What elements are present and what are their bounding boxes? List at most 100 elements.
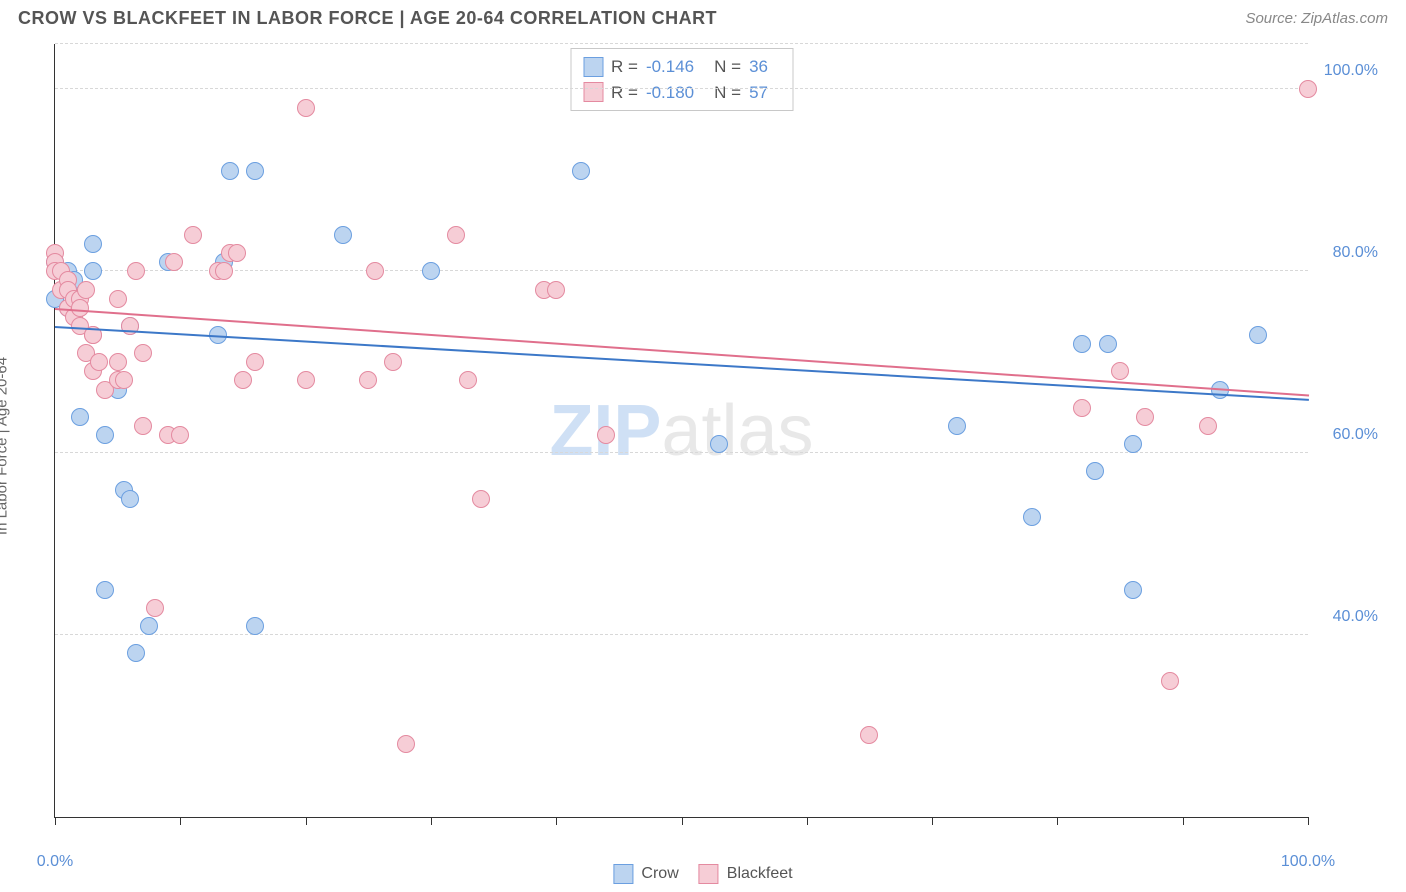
y-tick-label: 40.0%	[1314, 608, 1378, 626]
x-tick-label: 0.0%	[37, 853, 73, 871]
x-tick	[180, 817, 181, 825]
x-tick-label: 100.0%	[1281, 853, 1335, 871]
legend-swatch	[613, 864, 633, 884]
chart-header: CROW VS BLACKFEET IN LABOR FORCE | AGE 2…	[0, 0, 1406, 35]
x-tick	[1308, 817, 1309, 825]
scatter-point	[171, 426, 189, 444]
chart-title: CROW VS BLACKFEET IN LABOR FORCE | AGE 2…	[18, 8, 717, 29]
scatter-point	[397, 735, 415, 753]
scatter-point	[547, 281, 565, 299]
x-tick	[1183, 817, 1184, 825]
scatter-point	[359, 371, 377, 389]
scatter-point	[215, 262, 233, 280]
scatter-point	[146, 599, 164, 617]
scatter-point	[228, 244, 246, 262]
watermark-atlas: atlas	[661, 391, 813, 471]
correlation-legend-row: R = -0.146 N = 36	[583, 54, 780, 80]
legend-r-label: R =	[611, 54, 638, 80]
scatter-point	[221, 162, 239, 180]
scatter-point	[165, 253, 183, 271]
x-tick	[1057, 817, 1058, 825]
y-axis-title: In Labor Force | Age 20-64	[0, 357, 11, 535]
scatter-point	[1299, 80, 1317, 98]
scatter-point	[297, 99, 315, 117]
scatter-point	[948, 417, 966, 435]
scatter-point	[121, 490, 139, 508]
scatter-point	[109, 290, 127, 308]
legend-swatch	[699, 864, 719, 884]
scatter-point	[109, 353, 127, 371]
scatter-point	[77, 281, 95, 299]
scatter-point	[71, 299, 89, 317]
scatter-point	[1124, 435, 1142, 453]
scatter-point	[134, 344, 152, 362]
x-tick	[682, 817, 683, 825]
correlation-legend: R = -0.146 N = 36 R = -0.180 N = 57	[570, 48, 793, 111]
gridline-h	[55, 43, 1308, 44]
y-tick-label: 100.0%	[1314, 62, 1378, 80]
series-legend-label: Blackfeet	[727, 865, 793, 883]
scatter-point	[1199, 417, 1217, 435]
legend-n-value: 36	[749, 54, 768, 80]
scatter-point	[459, 371, 477, 389]
legend-swatch	[583, 57, 603, 77]
scatter-point	[96, 581, 114, 599]
x-tick	[556, 817, 557, 825]
plot-area: ZIPatlas R = -0.146 N = 36 R = -0.180 N = 5…	[54, 44, 1308, 818]
scatter-point	[127, 644, 145, 662]
scatter-point	[115, 371, 133, 389]
series-legend-item: Blackfeet	[699, 864, 793, 884]
scatter-point	[366, 262, 384, 280]
scatter-point	[1111, 362, 1129, 380]
scatter-point	[447, 226, 465, 244]
source-label: Source: ZipAtlas.com	[1245, 10, 1388, 27]
x-tick	[431, 817, 432, 825]
scatter-point	[1073, 335, 1091, 353]
scatter-point	[1073, 399, 1091, 417]
scatter-point	[84, 262, 102, 280]
scatter-point	[134, 417, 152, 435]
x-tick	[306, 817, 307, 825]
scatter-point	[71, 408, 89, 426]
scatter-point	[572, 162, 590, 180]
series-legend-label: Crow	[641, 865, 678, 883]
series-legend: Crow Blackfeet	[613, 864, 792, 884]
watermark: ZIPatlas	[549, 390, 813, 472]
scatter-point	[96, 426, 114, 444]
y-tick-label: 80.0%	[1314, 244, 1378, 262]
scatter-point	[1086, 462, 1104, 480]
chart-wrap: In Labor Force | Age 20-64 ZIPatlas R = …	[18, 44, 1388, 848]
scatter-point	[384, 353, 402, 371]
scatter-point	[140, 617, 158, 635]
gridline-h	[55, 634, 1308, 635]
legend-r-label: R =	[611, 80, 638, 106]
legend-n-label: N =	[714, 80, 741, 106]
legend-r-value: -0.180	[646, 80, 694, 106]
legend-r-value: -0.146	[646, 54, 694, 80]
scatter-point	[1249, 326, 1267, 344]
scatter-point	[84, 235, 102, 253]
gridline-h	[55, 452, 1308, 453]
scatter-point	[334, 226, 352, 244]
scatter-point	[1136, 408, 1154, 426]
scatter-point	[246, 162, 264, 180]
scatter-point	[246, 617, 264, 635]
legend-n-value: 57	[749, 80, 768, 106]
y-tick-label: 60.0%	[1314, 426, 1378, 444]
scatter-point	[472, 490, 490, 508]
scatter-point	[422, 262, 440, 280]
gridline-h	[55, 270, 1308, 271]
gridline-h	[55, 88, 1308, 89]
scatter-point	[1023, 508, 1041, 526]
series-legend-item: Crow	[613, 864, 678, 884]
scatter-point	[710, 435, 728, 453]
x-tick	[807, 817, 808, 825]
scatter-point	[90, 353, 108, 371]
scatter-point	[597, 426, 615, 444]
scatter-point	[297, 371, 315, 389]
x-tick	[932, 817, 933, 825]
legend-n-label: N =	[714, 54, 741, 80]
correlation-legend-row: R = -0.180 N = 57	[583, 80, 780, 106]
scatter-point	[246, 353, 264, 371]
scatter-point	[860, 726, 878, 744]
